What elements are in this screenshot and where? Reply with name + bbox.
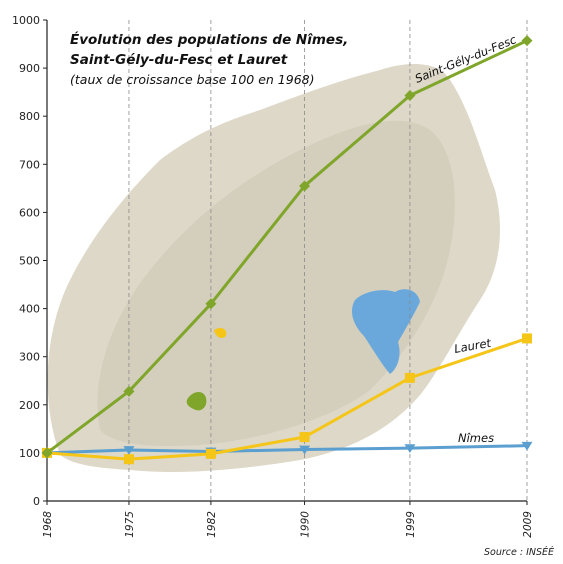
data-point [299,432,310,443]
data-point [205,298,217,310]
data-point [123,454,134,465]
x-tick-label: 1982 [206,511,218,538]
series-label: Nîmes [458,431,494,445]
map-water-shape [351,289,420,374]
data-point [299,180,311,192]
map-green-shape [186,392,207,411]
grid-lines [46,20,528,501]
data-point [205,448,216,459]
series-label: Lauret [453,336,492,356]
y-tick-label: 400 [19,303,40,316]
y-tick-label: 200 [19,399,40,412]
x-tick-label: 1968 [42,511,54,538]
data-point [404,90,416,102]
background-map [47,64,500,472]
data-point [521,35,533,47]
y-tick-label: 1000 [12,14,40,27]
x-tick-label: 1999 [405,511,417,538]
y-tick-label: 800 [19,110,40,123]
y-tick-label: 600 [19,206,40,219]
x-tick-label: 1975 [124,511,136,538]
y-tick-label: 0 [33,495,40,508]
map-yellow-shape [214,328,227,338]
series-label: Saint-Gély-du-Fesc [413,32,519,86]
data-point [404,444,416,454]
axes: 0 100 200 300 400 500 600 700 800 900 1000 1968 1975… [12,14,534,538]
series-line [45,39,529,455]
source-note: Source : INSÉÉ [484,546,554,558]
chart-subtitle: (taux de croissance base 100 en 1968) [70,72,314,87]
y-tick-label: 300 [19,351,40,364]
series-0 [41,35,533,459]
series-line [45,336,529,461]
chart-title: Évolution des populations de Nîmes, [70,31,348,48]
x-tick-label: 1990 [300,511,312,538]
series-line [45,444,529,455]
map-region-inner [97,120,455,447]
y-tick-label: 700 [19,158,40,171]
y-tick-label: 900 [19,62,40,75]
data-point [521,441,533,451]
data-point [522,333,532,344]
data-point [123,385,135,397]
data-point [41,447,53,459]
data-point [299,445,311,455]
data-point [123,446,135,455]
chart-title-line2: Saint-Gély-du-Fesc et Lauret [70,52,288,68]
data-point [404,372,415,383]
y-tick-label: 100 [19,447,40,460]
y-tick-label: 500 [19,255,40,268]
x-tick-label: 2009 [522,511,534,538]
